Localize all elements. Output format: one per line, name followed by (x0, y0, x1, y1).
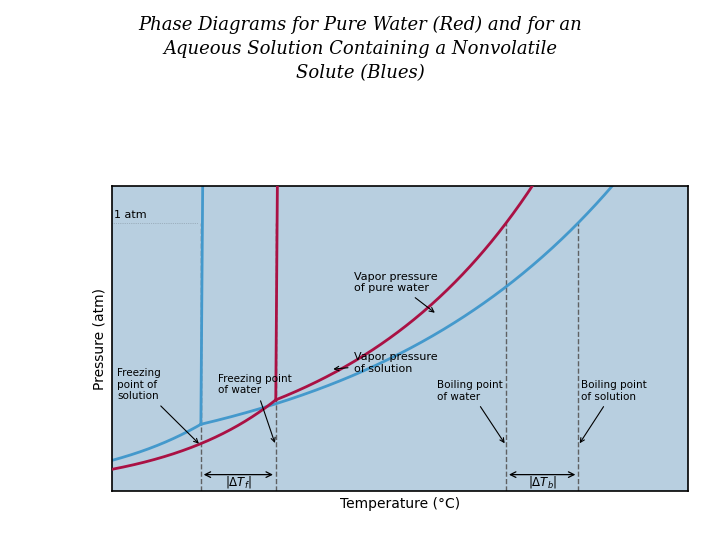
Y-axis label: Pressure (atm): Pressure (atm) (92, 288, 106, 390)
Text: $|\Delta T_f|$: $|\Delta T_f|$ (225, 474, 252, 490)
Text: 1 atm: 1 atm (114, 210, 147, 220)
Text: Phase Diagrams for Pure Water (Red) and for an
Aqueous Solution Containing a Non: Phase Diagrams for Pure Water (Red) and … (138, 16, 582, 82)
Text: Freezing point
of water: Freezing point of water (218, 374, 292, 442)
Text: Freezing
point of
solution: Freezing point of solution (117, 368, 198, 443)
Text: $|\Delta T_b|$: $|\Delta T_b|$ (528, 474, 557, 490)
Text: Vapor pressure
of solution: Vapor pressure of solution (335, 353, 437, 374)
Text: Vapor pressure
of pure water: Vapor pressure of pure water (354, 272, 437, 312)
Text: Boiling point
of solution: Boiling point of solution (580, 380, 647, 442)
X-axis label: Temperature (°C): Temperature (°C) (340, 497, 459, 511)
Text: Boiling point
of water: Boiling point of water (437, 380, 504, 442)
